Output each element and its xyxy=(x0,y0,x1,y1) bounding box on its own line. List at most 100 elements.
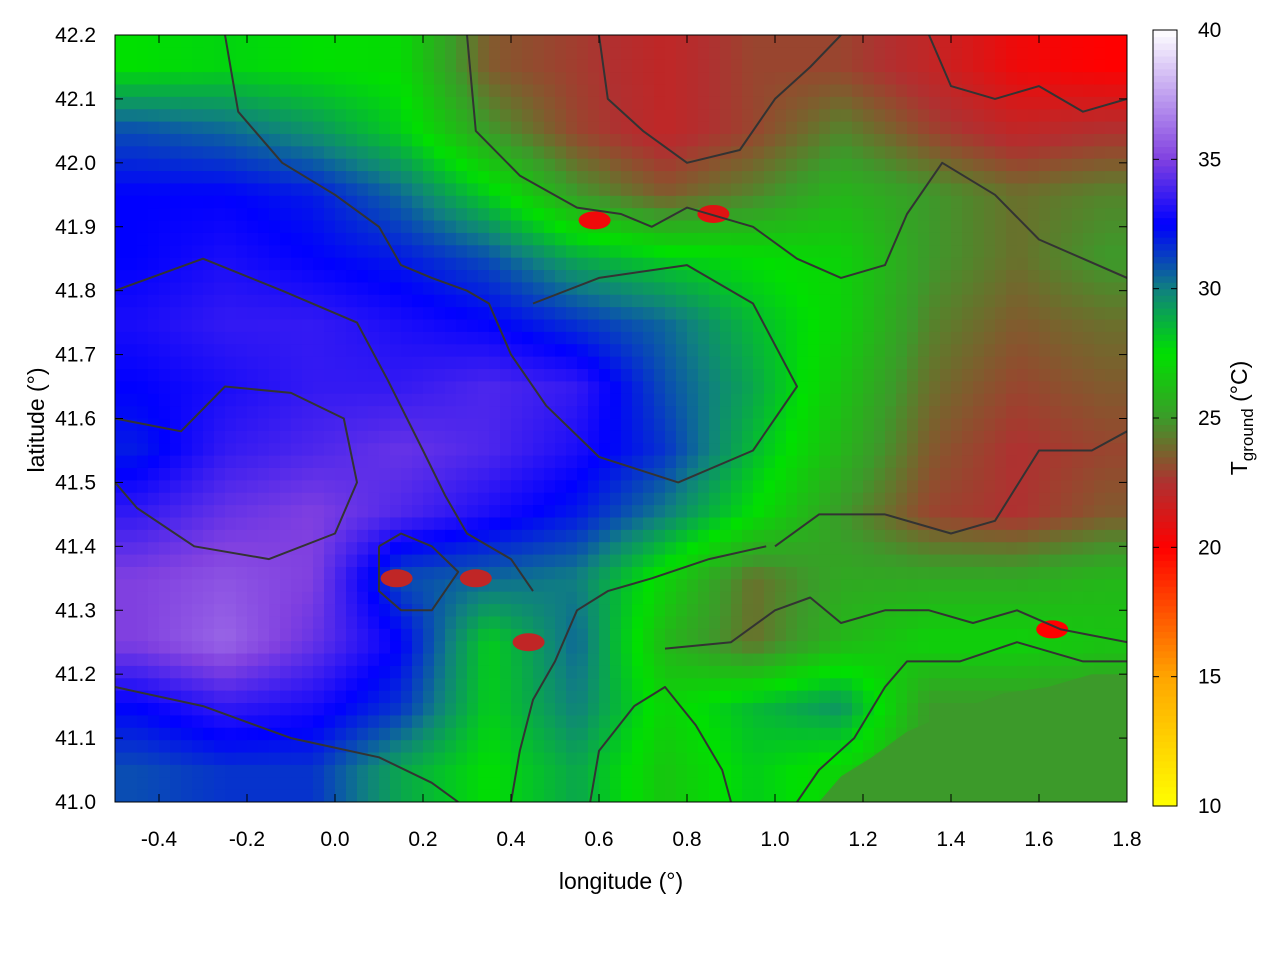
heatmap-cell xyxy=(808,480,820,494)
heatmap-cell xyxy=(434,208,446,222)
heatmap-cell xyxy=(720,542,732,556)
heatmap-cell xyxy=(1028,282,1040,296)
heatmap-cell xyxy=(742,331,754,345)
heatmap-cell xyxy=(192,171,204,185)
heatmap-cell xyxy=(115,406,127,420)
heatmap-cell xyxy=(214,232,226,246)
heatmap-cell xyxy=(1006,195,1018,209)
heatmap-cell xyxy=(1072,35,1084,48)
heatmap-cell xyxy=(698,133,710,147)
heatmap-cell xyxy=(522,604,534,618)
heatmap-cell xyxy=(192,703,204,716)
heatmap-cell xyxy=(698,344,710,358)
heatmap-cell xyxy=(577,171,589,185)
heatmap-cell xyxy=(1105,492,1117,506)
heatmap-cell xyxy=(1017,245,1029,259)
heatmap-cell xyxy=(192,467,204,481)
heatmap-cell xyxy=(544,171,556,185)
heatmap-cell xyxy=(181,121,193,135)
heatmap-cell xyxy=(852,480,864,494)
heatmap-cell xyxy=(962,270,974,284)
heatmap-cell xyxy=(863,208,875,222)
heatmap-cell xyxy=(984,369,996,382)
heatmap-cell xyxy=(478,393,490,407)
heatmap-cell xyxy=(731,641,743,655)
heatmap-cell xyxy=(753,294,765,308)
heatmap-cell xyxy=(676,121,688,135)
heatmap-cell xyxy=(522,146,534,160)
heatmap-cell xyxy=(1006,480,1018,494)
heatmap-cell xyxy=(885,467,897,481)
heatmap-cell xyxy=(687,72,699,86)
heatmap-cell xyxy=(379,121,391,135)
heatmap-cell xyxy=(324,443,336,457)
heatmap-cell xyxy=(313,517,325,531)
heatmap-cell xyxy=(148,307,160,321)
heatmap-cell xyxy=(709,591,721,605)
heatmap-cell xyxy=(676,344,688,358)
heatmap-cell xyxy=(511,665,523,679)
heatmap-cell xyxy=(368,232,380,246)
heatmap-cell xyxy=(874,665,886,679)
heatmap-cell xyxy=(423,257,435,271)
heatmap-cell xyxy=(676,195,688,209)
heatmap-cell xyxy=(379,418,391,432)
heatmap-cell xyxy=(764,591,776,605)
heatmap-cell xyxy=(159,653,171,667)
heatmap-cell xyxy=(500,381,512,395)
heatmap-cell xyxy=(412,195,424,209)
heatmap-cell xyxy=(1083,604,1095,618)
heatmap-cell xyxy=(940,195,952,209)
heatmap-cell xyxy=(203,158,215,172)
heatmap-cell xyxy=(797,220,809,234)
heatmap-cell xyxy=(1072,492,1084,506)
heatmap-cell xyxy=(533,319,545,333)
heatmap-cell xyxy=(1050,47,1062,61)
heatmap-cell xyxy=(940,653,952,667)
heatmap-cell xyxy=(511,566,523,580)
heatmap-cell xyxy=(456,356,468,370)
heatmap-cell xyxy=(797,96,809,110)
heatmap-cell xyxy=(1083,232,1095,246)
heatmap-cell xyxy=(170,381,182,395)
heatmap-cell xyxy=(1061,195,1073,209)
heatmap-cell xyxy=(643,430,655,444)
heatmap-cell xyxy=(863,467,875,481)
heatmap-cell xyxy=(643,183,655,197)
heatmap-cell xyxy=(368,678,380,692)
heatmap-cell xyxy=(269,270,281,284)
heatmap-cell xyxy=(1028,232,1040,246)
heatmap-cell xyxy=(456,72,468,86)
heatmap-cell xyxy=(544,47,556,61)
heatmap-cell xyxy=(533,282,545,296)
heatmap-cell xyxy=(500,109,512,123)
heatmap-cell xyxy=(434,356,446,370)
heatmap-cell xyxy=(874,257,886,271)
heatmap-cell xyxy=(830,171,842,185)
heatmap-cell xyxy=(874,109,886,123)
heatmap-cell xyxy=(335,59,347,73)
heatmap-cell xyxy=(731,133,743,147)
heatmap-cell xyxy=(885,319,897,333)
heatmap-cell xyxy=(643,480,655,494)
heatmap-cell xyxy=(819,319,831,333)
heatmap-cell xyxy=(1072,220,1084,234)
heatmap-cell xyxy=(137,369,149,382)
heatmap-cell xyxy=(676,393,688,407)
heatmap-cell xyxy=(896,641,908,655)
heatmap-cell xyxy=(654,245,666,259)
heatmap-cell xyxy=(1061,616,1073,630)
heatmap-cell xyxy=(324,72,336,86)
heatmap-cell xyxy=(599,430,611,444)
heatmap-cell xyxy=(775,542,787,556)
heatmap-cell xyxy=(962,505,974,519)
heatmap-cell xyxy=(940,220,952,234)
heatmap-cell xyxy=(764,393,776,407)
heatmap-cell xyxy=(368,96,380,110)
heatmap-cell xyxy=(225,47,237,61)
heatmap-cell xyxy=(786,566,798,580)
heatmap-cell xyxy=(555,331,567,345)
heatmap-cell xyxy=(478,344,490,358)
heatmap-cell xyxy=(918,579,930,593)
heatmap-cell xyxy=(940,270,952,284)
